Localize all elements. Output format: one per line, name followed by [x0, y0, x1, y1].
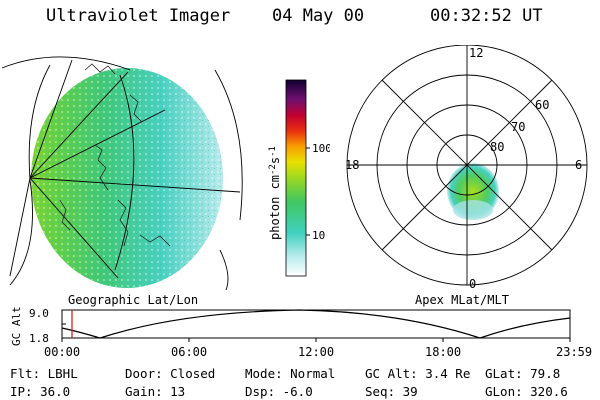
- polar-oval-image: [447, 163, 499, 220]
- altitude-xtick-0000: 00:00: [44, 345, 80, 359]
- colorbar-scale: [285, 79, 307, 277]
- polar-grid: [346, 45, 588, 286]
- geographic-image-panel: [1, 56, 243, 290]
- mlt-label-18: 18: [345, 158, 359, 172]
- colorbar-tick-10: 10: [312, 229, 325, 242]
- status-gain: Gain: 13: [125, 384, 186, 399]
- altitude-ytick-min: 1.8: [29, 332, 49, 345]
- altitude-xtick-1200: 12:00: [298, 345, 334, 359]
- mlt-label-0: 0: [469, 277, 476, 291]
- altitude-xtick-2359: 23:59: [556, 345, 592, 359]
- altitude-xtick-0600: 06:00: [171, 345, 207, 359]
- altitude-plot: GC Alt 9.0 1.8 00:00 06:00 12:00 18:00 2…: [10, 306, 592, 359]
- altitude-ytick-max: 9.0: [29, 307, 49, 320]
- coastlines: [59, 63, 171, 247]
- mlat-label-60: 60: [535, 98, 549, 112]
- status-seq: Seq: 39: [365, 384, 418, 399]
- colorbar: 100 10 photon cm-2s-1: [268, 79, 330, 277]
- geo-panel-label: Geographic Lat/Lon: [68, 293, 199, 307]
- altitude-xtick-1800: 18:00: [425, 345, 461, 359]
- status-flt: Flt: LBHL: [10, 366, 78, 381]
- instrument-title: Ultraviolet Imager: [46, 6, 231, 26]
- altitude-curve: [61, 309, 571, 339]
- status-door: Door: Closed: [125, 366, 216, 381]
- status-dsp: Dsp: -6.0: [245, 384, 313, 399]
- mlt-label-12: 12: [469, 46, 483, 60]
- geo-grid: [1, 56, 243, 290]
- polar-plot-panel: 12 18 6 0 60 70 80: [345, 45, 588, 291]
- status-ip: IP: 36.0: [10, 384, 71, 399]
- polar-panel-label: Apex MLat/MLT: [415, 293, 509, 307]
- colorbar-unit-label: photon cm-2s-1: [268, 146, 282, 240]
- status-gc-alt: GC Alt: 3.4 Re: [365, 366, 471, 381]
- date-label: 04 May 00: [272, 6, 365, 26]
- altitude-ylabel: GC Alt: [10, 306, 23, 346]
- time-label: 00:32:52 UT: [430, 6, 543, 26]
- status-mode: Mode: Normal: [245, 366, 336, 381]
- status-glon: GLon: 320.6: [485, 384, 568, 399]
- colorbar-tick-100: 100: [312, 142, 330, 155]
- uv-image: [31, 68, 223, 288]
- status-glat: GLat: 79.8: [485, 366, 561, 381]
- mlt-label-6: 6: [575, 158, 582, 172]
- mlat-label-80: 80: [490, 140, 504, 154]
- mlat-label-70: 70: [511, 120, 525, 134]
